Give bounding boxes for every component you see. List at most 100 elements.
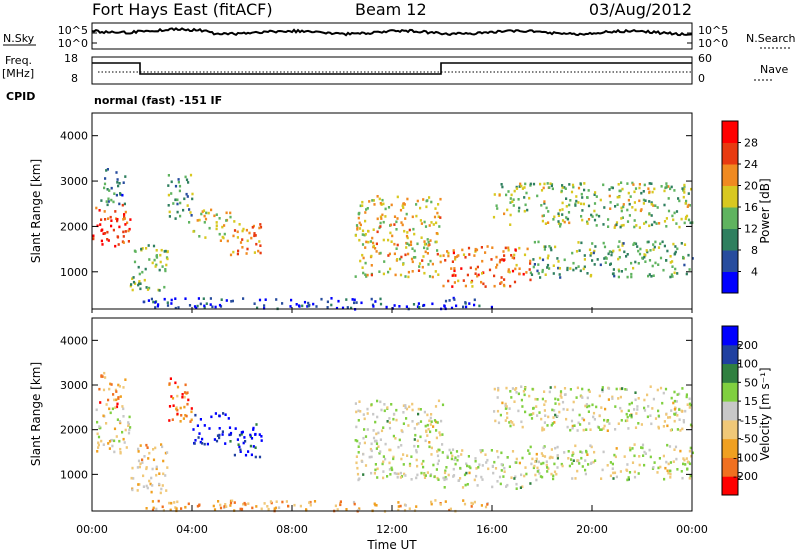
power-echo-cell <box>546 182 549 185</box>
velocity-echo-cell <box>148 479 151 483</box>
power-echo-cell <box>687 203 690 207</box>
velocity-colorbar-swatch <box>722 419 738 440</box>
velocity-echo-cell <box>229 504 232 507</box>
power-echo-cell <box>376 217 379 221</box>
power-echo-cell <box>138 280 141 283</box>
power-echo-cell <box>617 245 620 248</box>
power-echo-cell <box>635 224 638 227</box>
power-echo-cell <box>673 211 676 215</box>
power-echo-cell <box>118 225 121 229</box>
power-echo-cell <box>124 230 127 233</box>
power-echo-cell <box>100 218 103 221</box>
power-echo-cell <box>505 193 508 197</box>
power-echo-cell <box>673 271 676 275</box>
velocity-echo-cell <box>155 467 158 471</box>
power-ytick-label: 3000 <box>60 175 88 188</box>
velocity-echo-cell <box>399 476 402 479</box>
xtick-label: 12:00 <box>376 523 408 536</box>
velocity-colorbar-swatch <box>722 363 738 383</box>
velocity-echo-cell <box>395 418 398 422</box>
power-echo-cell <box>683 185 686 188</box>
power-echo-cell <box>572 268 575 272</box>
velocity-echo-cell <box>667 471 670 475</box>
velocity-echo-cell <box>390 466 393 470</box>
power-echo-cell <box>107 200 110 203</box>
velocity-echo-cell <box>363 417 366 421</box>
velocity-echo-cell <box>634 426 638 429</box>
velocity-echo-cell <box>388 417 391 420</box>
velocity-echo-cell <box>643 398 646 402</box>
velocity-ytick-label: 2000 <box>60 424 88 437</box>
power-echo-cell <box>622 242 625 245</box>
velocity-echo-cell <box>434 420 438 424</box>
velocity-echo-cell <box>553 470 557 474</box>
power-echo-cell <box>623 250 626 254</box>
power-echo-cell <box>370 264 373 267</box>
power-echo-cell <box>229 211 232 215</box>
velocity-echo-cell <box>116 402 119 406</box>
power-echo-cell <box>451 260 454 263</box>
power-echo-cell <box>603 257 606 260</box>
velocity-echo-cell <box>159 491 162 495</box>
power-echo-cell <box>434 270 437 273</box>
power-echo-cell <box>360 301 363 305</box>
velocity-echo-cell <box>638 463 641 467</box>
power-echo-cell <box>404 275 407 278</box>
power-echo-cell <box>358 227 362 230</box>
velocity-echo-cell <box>249 435 252 438</box>
velocity-echo-cell <box>666 443 669 447</box>
velocity-echo-cell <box>628 471 632 474</box>
power-echo-cell <box>551 187 554 191</box>
power-echo-cell <box>633 241 636 245</box>
velocity-echo-cell <box>669 461 672 464</box>
velocity-echo-cell <box>388 468 391 471</box>
power-echo-cell <box>103 210 106 213</box>
velocity-echo-cell <box>685 393 688 396</box>
velocity-echo-cell <box>354 439 357 442</box>
power-echo-cell <box>557 220 560 223</box>
velocity-echo-cell <box>107 398 110 402</box>
power-echo-cell <box>253 302 256 305</box>
power-echo-cell <box>376 230 379 234</box>
velocity-echo-cell <box>486 458 489 462</box>
velocity-echo-cell <box>435 468 438 471</box>
velocity-echo-cell <box>682 462 685 466</box>
velocity-echo-cell <box>480 475 483 479</box>
velocity-echo-cell <box>137 450 140 453</box>
velocity-echo-cell <box>389 448 392 452</box>
velocity-echo-cell <box>633 454 636 458</box>
power-echo-cell <box>541 268 544 272</box>
velocity-echo-cell <box>499 413 502 417</box>
power-echo-cell <box>619 189 622 193</box>
velocity-echo-cell <box>142 474 145 478</box>
power-echo-cell <box>381 213 384 217</box>
power-echo-cell <box>507 248 510 252</box>
power-echo-cell <box>230 300 233 303</box>
velocity-echo-cell <box>633 408 636 411</box>
power-echo-cell <box>186 204 189 207</box>
power-echo-cell <box>132 280 136 284</box>
velocity-panel-frame <box>92 318 692 511</box>
velocity-echo-cell <box>573 424 576 427</box>
power-echo-cell <box>128 227 131 231</box>
power-echo-cell <box>496 207 499 210</box>
velocity-echo-cell <box>263 502 266 505</box>
velocity-echo-cell <box>524 466 527 469</box>
power-echo-cell <box>638 186 641 190</box>
velocity-echo-cell <box>274 506 278 510</box>
velocity-echo-cell <box>247 502 250 505</box>
power-echo-cell <box>254 234 257 237</box>
power-echo-cell <box>504 246 507 250</box>
power-echo-cell <box>106 203 109 207</box>
power-echo-cell <box>354 275 357 278</box>
velocity-echo-cell <box>515 461 518 464</box>
velocity-echo-cell <box>255 423 258 426</box>
power-echo-cell <box>568 183 571 186</box>
velocity-echo-cell <box>212 504 215 508</box>
velocity-echo-cell <box>579 423 582 426</box>
power-echo-cell <box>547 221 550 224</box>
velocity-echo-cell <box>215 439 219 443</box>
power-echo-cell <box>253 251 256 254</box>
velocity-echo-cell <box>506 412 509 415</box>
